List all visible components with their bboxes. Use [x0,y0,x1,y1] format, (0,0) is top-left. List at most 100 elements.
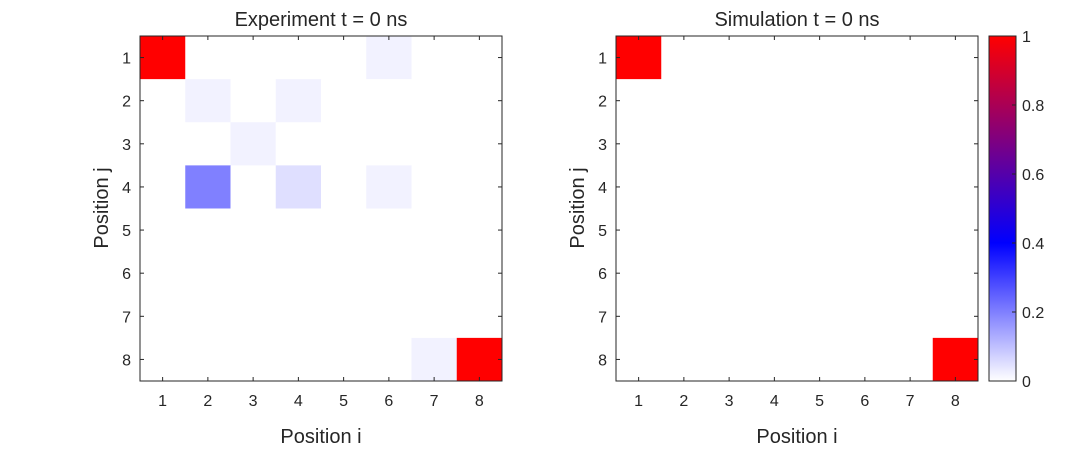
simulation-cell-4-1 [616,165,662,209]
simulation-cell-2-5 [797,79,843,123]
colorbar-frame [988,35,1017,382]
experiment-cell-2-1 [140,79,186,123]
experiment-cell-2-4 [275,79,322,123]
simulation-xtick-label: 8 [951,393,960,410]
experiment-cell-4-3 [230,165,277,209]
experiment-cell-7-7 [411,294,458,339]
simulation-xtick-label: 5 [815,393,824,410]
experiment-cell-8-3 [230,337,277,382]
colorbar-tick-label: 0.6 [1022,167,1044,184]
experiment-cell-3-8 [456,122,503,166]
experiment-cell-7-1 [140,294,186,339]
experiment-ytick-label: 8 [122,352,131,369]
experiment-cell-8-4 [275,337,322,382]
experiment-cell-3-3 [230,122,277,166]
experiment-cell-5-5 [321,208,367,253]
simulation-cell-6-3 [706,251,753,296]
simulation-xtick-label: 7 [906,393,915,410]
simulation-xtick-label: 2 [679,393,688,410]
colorbar-tick-label: 0.2 [1022,305,1044,322]
simulation-cell-1-6 [842,36,888,80]
simulation-cell-2-8 [932,79,979,123]
simulation-cell-6-6 [842,251,888,296]
simulation-xlabel: Position i [756,426,837,448]
experiment-cell-7-4 [275,294,322,339]
experiment-cell-7-6 [366,294,412,339]
experiment-cells [140,36,503,382]
simulation-cell-8-5 [797,337,843,382]
experiment-cell-4-2 [185,165,231,209]
experiment-title: Experiment t = 0 ns [235,9,408,31]
simulation-ytick-label: 4 [598,180,607,197]
simulation-cell-1-2 [661,36,707,80]
simulation-ticks: 1 2 3 4 5 6 7 8 1 2 3 4 5 6 7 8 [598,36,978,410]
experiment-cell-6-4 [275,251,322,296]
simulation-cell-2-6 [842,79,888,123]
simulation-cell-5-3 [706,208,753,253]
experiment-cell-3-1 [140,122,186,166]
experiment-cell-8-8 [456,337,503,382]
experiment-ytick-label: 1 [122,51,131,68]
experiment-cell-5-7 [411,208,458,253]
simulation-cell-6-8 [932,251,979,296]
simulation-ytick-label: 8 [598,352,607,369]
experiment-ytick-label: 6 [122,266,131,283]
experiment-cell-4-4 [275,165,322,209]
simulation-cells [616,36,979,382]
experiment-cell-4-5 [321,165,367,209]
simulation-cell-4-8 [932,165,979,209]
colorbar: 0 0.2 0.4 0.6 0.8 1 [988,29,1044,391]
experiment-cell-8-5 [321,337,367,382]
experiment-cell-7-3 [230,294,277,339]
simulation-cell-7-3 [706,294,753,339]
experiment-cell-8-6 [366,337,412,382]
simulation-cell-3-1 [616,122,662,166]
simulation-cell-7-8 [932,294,979,339]
experiment-cell-1-6 [366,36,412,80]
experiment-cell-7-8 [456,294,503,339]
experiment-cell-3-7 [411,122,458,166]
simulation-cell-7-6 [842,294,888,339]
experiment-cell-4-6 [366,165,412,209]
simulation-cell-5-2 [661,208,707,253]
simulation-cell-8-4 [751,337,798,382]
simulation-cell-3-3 [706,122,753,166]
simulation-ytick-label: 5 [598,223,607,240]
experiment-cell-1-8 [456,36,503,80]
simulation-cell-5-7 [887,208,934,253]
experiment-ticks: 1 2 3 4 5 6 7 8 1 2 3 4 5 6 7 8 [122,36,502,410]
experiment-cell-3-4 [275,122,322,166]
simulation-cell-1-4 [751,36,798,80]
experiment-cell-8-7 [411,337,458,382]
simulation-xtick-label: 4 [770,393,779,410]
simulation-cell-6-1 [616,251,662,296]
simulation-axes-frame [615,35,979,382]
simulation-title: Simulation t = 0 ns [714,9,879,31]
simulation-cell-7-4 [751,294,798,339]
experiment-cell-2-8 [456,79,503,123]
simulation-cell-5-1 [616,208,662,253]
simulation-xtick-label: 6 [860,393,869,410]
simulation-cell-3-5 [797,122,843,166]
simulation-cell-4-7 [887,165,934,209]
experiment-xtick-label: 5 [339,393,348,410]
experiment-cell-2-5 [321,79,367,123]
simulation-cell-5-8 [932,208,979,253]
colorbar-tick-label: 0 [1022,374,1031,391]
experiment-xtick-label: 3 [249,393,258,410]
experiment-cell-6-8 [456,251,503,296]
simulation-cell-5-4 [751,208,798,253]
simulation-cell-7-1 [616,294,662,339]
experiment-cell-1-2 [185,36,231,80]
experiment-cell-5-8 [456,208,503,253]
experiment-xtick-label: 1 [158,393,167,410]
simulation-cell-4-3 [706,165,753,209]
experiment-cell-5-3 [230,208,277,253]
simulation-panel: Simulation t = 0 ns 1 2 3 4 5 6 7 8 1 2 3 4 5 6 7 8 Pos… [567,9,979,448]
simulation-cell-2-7 [887,79,934,123]
experiment-xtick-label: 6 [384,393,393,410]
simulation-cell-6-4 [751,251,798,296]
simulation-cell-3-8 [932,122,979,166]
experiment-cell-1-3 [230,36,277,80]
